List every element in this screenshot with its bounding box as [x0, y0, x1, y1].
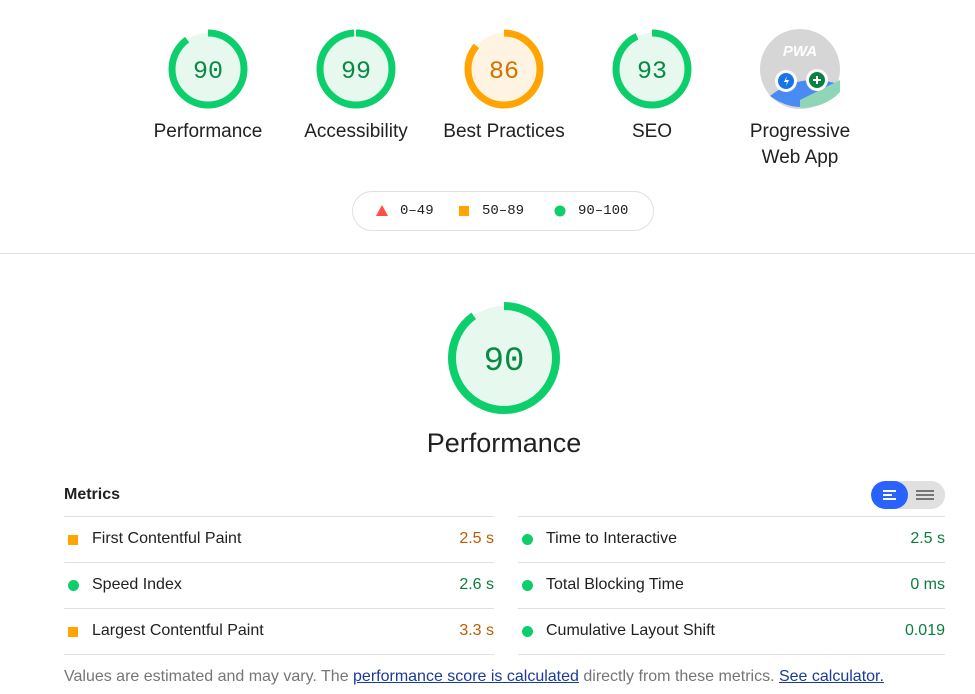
metric-value: 2.5 s	[459, 530, 494, 547]
metric-value: 3.3 s	[459, 622, 494, 639]
gauge-arc	[612, 29, 692, 109]
metric-row: Cumulative Layout Shift 0.019	[518, 608, 945, 654]
metric-marker	[68, 627, 78, 637]
pwa-badge	[760, 29, 840, 109]
gauge-background	[172, 33, 244, 105]
footer-text: Values are estimated and may vary. The	[64, 668, 354, 685]
legend-marker	[376, 205, 388, 216]
gauge-score: 90	[484, 343, 525, 381]
metric-marker	[522, 534, 533, 545]
legend-marker	[554, 205, 566, 217]
gauge-score: 93	[637, 57, 667, 86]
toggle-icons	[871, 481, 945, 509]
view-toggle[interactable]	[871, 481, 945, 509]
metric-value: 2.5 s	[910, 530, 945, 547]
separator	[0, 253, 975, 254]
metrics-title: Metrics	[64, 486, 121, 503]
metric-marker	[522, 580, 533, 591]
gauge-score: 99	[341, 57, 371, 86]
gauge-score: 86	[489, 57, 519, 86]
metric-marker	[68, 535, 78, 545]
gauge-arc	[464, 29, 544, 109]
legend-label: 0–49	[400, 203, 434, 219]
metric-value: 2.6 s	[459, 576, 494, 593]
gauge-label: Best Practices	[443, 121, 565, 142]
gauge-label: SEO	[631, 121, 673, 142]
gauge-label: Accessibility	[304, 121, 408, 142]
metric-label: Largest Contentful Paint	[92, 622, 264, 639]
gauge-background	[616, 33, 688, 105]
gauge-arc	[448, 302, 560, 414]
footer-note: Values are estimated and may vary. The p…	[64, 668, 884, 686]
gauge-arc	[316, 29, 396, 109]
metric-marker	[68, 580, 79, 591]
metric-label: Time to Interactive	[546, 530, 678, 547]
footer-text: directly from these metrics.	[578, 668, 779, 685]
metrics-bottom-border	[518, 654, 945, 655]
gauge-background	[320, 33, 392, 105]
metric-label: Cumulative Layout Shift	[546, 622, 715, 639]
legend-label: 50–89	[482, 203, 525, 219]
metric-label: Speed Index	[92, 576, 182, 593]
calculator-link[interactable]: See calculator.	[778, 668, 884, 685]
metric-label: Total Blocking Time	[546, 576, 684, 593]
metric-value: 0.019	[904, 622, 945, 639]
gauge-arc	[168, 29, 248, 109]
gauge-label: Progressive Web App	[749, 121, 851, 168]
gauge-background	[452, 306, 556, 410]
metric-row: Time to Interactive 2.5 s	[518, 516, 945, 562]
category-title: Performance	[426, 428, 582, 458]
legend-label: 90–100	[578, 203, 629, 219]
gauge-score: 90	[193, 57, 223, 86]
metric-row: Largest Contentful Paint 3.3 s	[64, 608, 494, 654]
metric-value: 0 ms	[910, 576, 945, 593]
legend-marker	[459, 206, 469, 216]
gauge-background	[468, 33, 540, 105]
legend: 0–49 50–89 90–100	[352, 191, 654, 231]
score-link[interactable]: performance score is calculated	[353, 668, 579, 685]
metric-row: Speed Index 2.6 s	[64, 562, 494, 608]
gauge-label: Performance	[153, 121, 263, 142]
metric-label: First Contentful Paint	[92, 530, 242, 547]
metric-marker	[522, 626, 533, 637]
metric-row: First Contentful Paint 2.5 s	[64, 516, 494, 562]
metrics-bottom-border	[64, 654, 494, 655]
metric-row: Total Blocking Time 0 ms	[518, 562, 945, 608]
pwa-badge-text: PWA	[783, 43, 817, 60]
